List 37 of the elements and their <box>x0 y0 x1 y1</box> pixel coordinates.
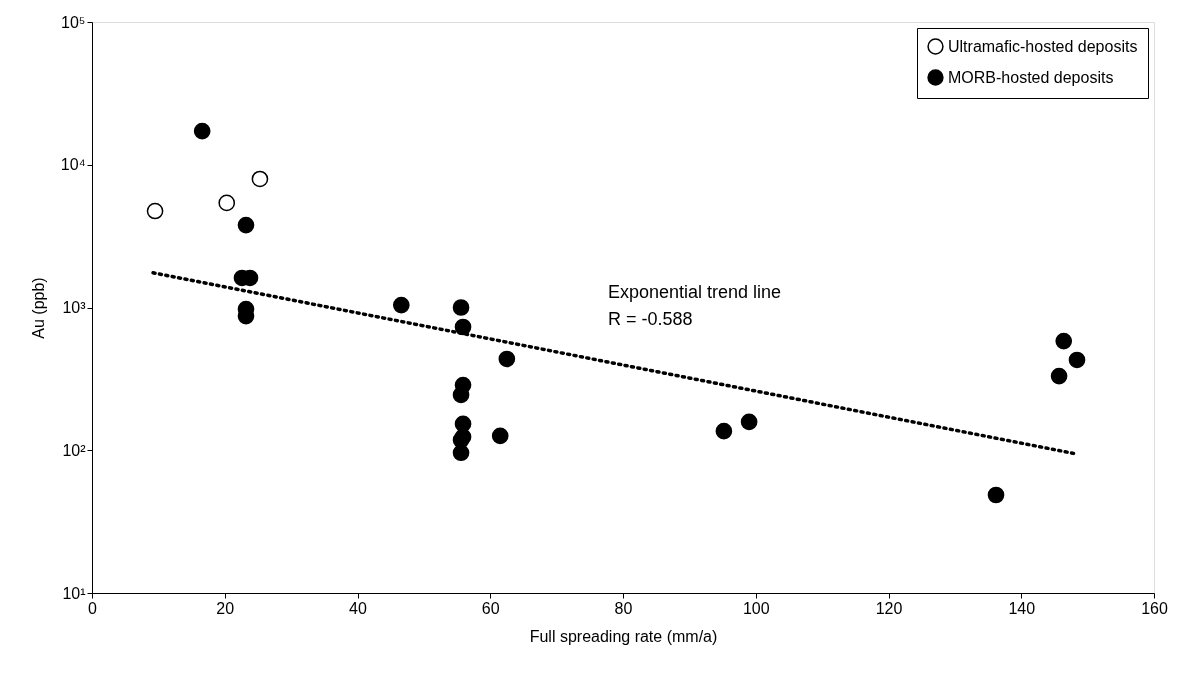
point <box>218 194 236 212</box>
x-tick-label: 120 <box>875 599 903 617</box>
x-tick-label: 20 <box>216 599 235 617</box>
x-tick-label: 0 <box>88 599 98 617</box>
point <box>452 444 470 462</box>
y-axis-title: Au (ppb) <box>29 277 47 339</box>
x-tick-label: 140 <box>1008 599 1036 617</box>
x-tick-label: 60 <box>481 599 500 617</box>
point <box>251 170 269 188</box>
x-tick-label: 100 <box>742 599 770 617</box>
y-tick-label: 10⁴ <box>60 156 86 174</box>
annotation: R = -0.588 <box>608 309 693 329</box>
point <box>1055 332 1073 350</box>
point <box>452 299 470 316</box>
point <box>146 202 164 220</box>
point <box>498 350 516 368</box>
x-tick-label: 80 <box>614 599 633 617</box>
x-axis-title: Full spreading rate (mm/a) <box>529 627 718 645</box>
x-tick-label: 40 <box>349 599 367 617</box>
y-tick-label: 10² <box>62 441 87 459</box>
point <box>1068 351 1086 369</box>
point <box>987 486 1005 504</box>
x-tick-label: 160 <box>1141 599 1168 617</box>
y-tick-label: 10¹ <box>62 584 86 602</box>
y-tick-label: 10⁵ <box>61 13 86 31</box>
legend-label: MORB-hosted deposits <box>948 68 1114 86</box>
y-tick-label: 10³ <box>62 299 87 316</box>
point <box>452 386 470 404</box>
point <box>715 422 733 440</box>
point <box>392 296 410 314</box>
point <box>193 122 211 140</box>
annotation: Exponential trend line <box>608 282 782 302</box>
point <box>491 427 509 445</box>
point <box>237 216 255 234</box>
point <box>740 413 758 431</box>
point <box>1050 367 1068 385</box>
legend-label: Ultramafic-hosted deposits <box>948 37 1138 55</box>
